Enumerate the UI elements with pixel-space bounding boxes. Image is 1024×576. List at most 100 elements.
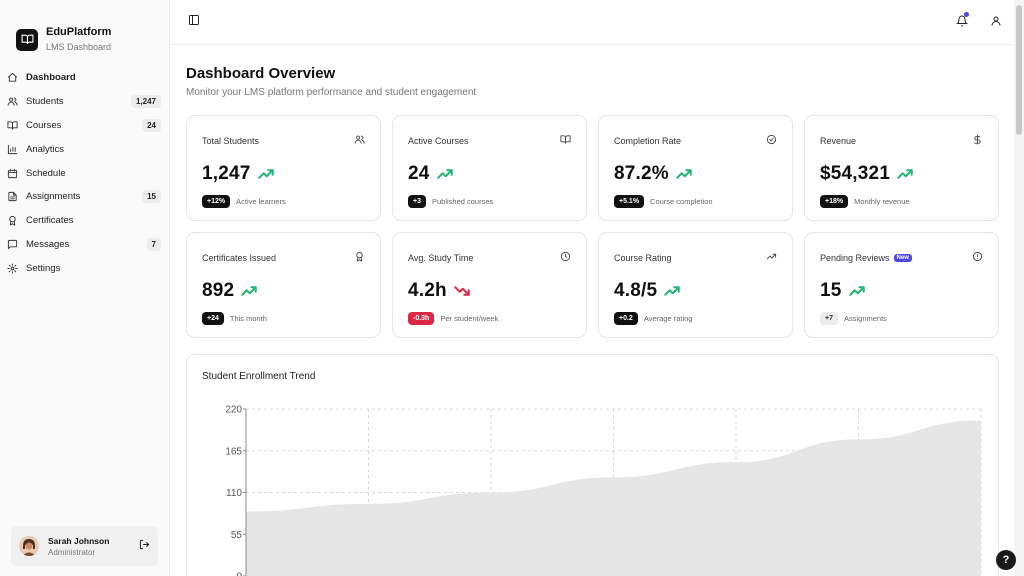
user-role: Administrator [48, 547, 96, 557]
y-tick-label: 165 [225, 446, 242, 457]
sidebar-item-analytics[interactable]: Analytics [4, 137, 165, 161]
book-icon [6, 119, 18, 131]
vertical-scrollbar[interactable] [1014, 0, 1024, 576]
user-menu-icon[interactable] [990, 14, 1002, 32]
count-badge: 7 [146, 237, 161, 251]
stat-label-text: Revenue [820, 136, 857, 146]
notification-bell-icon[interactable] [955, 12, 969, 32]
stat-description: Assignments [843, 314, 887, 323]
stat-description: Published courses [431, 197, 494, 206]
sidebar-item-label: Certificates [26, 215, 74, 227]
change-chip: +0.2 [614, 312, 638, 325]
sidebar-item-dashboard[interactable]: Dashboard [4, 66, 165, 90]
sidebar-item-settings[interactable]: Settings [4, 256, 165, 280]
stat-label-text: Certificates Issued [202, 253, 277, 263]
stat-value: 4.2h [408, 280, 447, 301]
sidebar-item-schedule[interactable]: Schedule [4, 161, 165, 185]
y-tick-label: 220 [225, 405, 242, 416]
stat-label-text: Pending Reviews [820, 253, 890, 263]
count-badge: 1,247 [130, 95, 161, 109]
stat-value: $54,321 [820, 163, 891, 184]
avatar [19, 536, 39, 556]
change-chip: +18% [820, 195, 849, 208]
topbar [170, 0, 1024, 45]
book-icon [560, 132, 571, 150]
stat-value: 87.2% [614, 163, 669, 184]
main-area: Dashboard Overview Monitor your LMS plat… [170, 0, 1024, 576]
clock-icon [560, 249, 571, 267]
trending-up-icon [436, 165, 454, 183]
book-open-logo-icon [16, 28, 38, 51]
stat-value: 892 [202, 280, 235, 301]
enrollment-area-chart: 220 165 110 55 0 [225, 405, 982, 576]
help-button[interactable]: ? [996, 550, 1016, 570]
stat-label-text: Avg. Study Time [408, 253, 474, 263]
award-icon [6, 215, 18, 227]
stat-label-text: Total Students [202, 136, 260, 146]
alert-circle-icon [972, 249, 983, 267]
stat-description: Per student/week [440, 314, 499, 323]
stat-card-certificates-issued[interactable]: Certificates Issued 892 +24 This month [186, 232, 381, 338]
sidebar-item-label: Dashboard [26, 72, 76, 84]
stat-card-total-students[interactable]: Total Students 1,247 +12% Active learners [186, 115, 381, 221]
sidebar-item-label: Messages [26, 238, 70, 250]
stat-description: This month [229, 314, 267, 323]
sidebar-item-assignments[interactable]: Assignments 15 [4, 185, 165, 209]
stat-label: Certificates Issued [202, 253, 276, 263]
change-chip: +3 [408, 195, 426, 208]
page-subtitle: Monitor your LMS platform performance an… [186, 87, 477, 98]
y-tick-label: 110 [226, 488, 242, 499]
change-chip: -0.3h [408, 312, 435, 325]
stat-card-pending-reviews[interactable]: Pending Reviews New 15 +7 Assignments [804, 232, 999, 338]
stat-value: 1,247 [202, 163, 251, 184]
change-chip: +5.1% [614, 195, 645, 208]
stats-grid: Total Students 1,247 +12% Active learners Ac… [186, 115, 1024, 338]
stat-label: Revenue [820, 136, 856, 146]
sidebar-item-label: Students [26, 96, 64, 108]
stat-value: 4.8/5 [614, 280, 658, 301]
award-icon [354, 249, 365, 267]
logout-icon[interactable] [139, 537, 150, 555]
sidebar-nav: Dashboard Students 1,247 Courses 24 Analytics… [0, 66, 169, 280]
scrollbar-thumb[interactable] [1016, 5, 1022, 135]
sidebar-item-label: Analytics [26, 143, 65, 155]
stat-value: 24 [408, 163, 430, 184]
stat-label: Pending Reviews New [820, 253, 912, 263]
change-chip: +12% [202, 195, 231, 208]
stat-card-avg-study-time[interactable]: Avg. Study Time 4.2h -0.3h Per student/week [392, 232, 587, 338]
calendar-icon [6, 167, 18, 179]
trending-down-icon [453, 282, 471, 300]
sidebar-item-courses[interactable]: Courses 24 [4, 114, 165, 138]
sidebar-toggle-icon[interactable] [188, 13, 200, 31]
sidebar-item-label: Settings [26, 262, 61, 274]
stat-label: Completion Rate [614, 136, 681, 146]
page-title: Dashboard Overview [186, 65, 336, 82]
stat-card-revenue[interactable]: Revenue $54,321 +18% Monthly revenue [804, 115, 999, 221]
stat-card-active-courses[interactable]: Active Courses 24 +3 Published courses [392, 115, 587, 221]
user-card[interactable]: Sarah Johnson Administrator [11, 526, 158, 566]
stat-description: Active learners [236, 197, 286, 206]
brand-subtitle: LMS Dashboard [46, 42, 112, 52]
count-badge: 24 [142, 118, 161, 132]
brand[interactable]: EduPlatform LMS Dashboard [0, 0, 169, 60]
stat-card-course-rating[interactable]: Course Rating 4.8/5 +0.2 Average rating [598, 232, 793, 338]
trending-up-icon [848, 282, 866, 300]
count-badge: 15 [142, 190, 161, 204]
sidebar-item-certificates[interactable]: Certificates [4, 209, 165, 233]
stat-label: Avg. Study Time [408, 253, 473, 263]
sidebar-item-label: Schedule [26, 167, 66, 179]
trending-up-icon [663, 282, 681, 300]
stat-description: Course completion [650, 197, 713, 206]
stat-value: 15 [820, 280, 842, 301]
stat-label-text: Course Rating [614, 253, 672, 263]
stat-label-text: Completion Rate [614, 136, 682, 146]
sidebar-item-messages[interactable]: Messages 7 [4, 233, 165, 257]
stat-label: Course Rating [614, 253, 672, 263]
stat-label-text: Active Courses [408, 136, 469, 146]
trending-up-icon [257, 165, 275, 183]
sidebar-item-students[interactable]: Students 1,247 [4, 90, 165, 114]
stat-card-completion-rate[interactable]: Completion Rate 87.2% +5.1% Course completi… [598, 115, 793, 221]
file-icon [6, 191, 18, 203]
sidebar-item-label: Courses [26, 119, 62, 131]
sidebar: EduPlatform LMS Dashboard Dashboard Stude… [0, 0, 170, 576]
